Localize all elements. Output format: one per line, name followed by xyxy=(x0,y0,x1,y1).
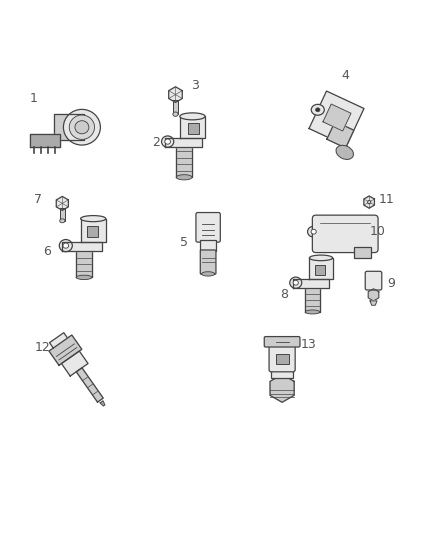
Ellipse shape xyxy=(64,109,100,145)
Ellipse shape xyxy=(75,120,89,134)
Ellipse shape xyxy=(81,215,106,222)
Bar xyxy=(60,208,65,221)
Ellipse shape xyxy=(201,272,215,276)
Polygon shape xyxy=(309,258,332,279)
Polygon shape xyxy=(370,301,377,305)
Ellipse shape xyxy=(180,113,205,120)
Ellipse shape xyxy=(69,115,95,140)
Text: 5: 5 xyxy=(180,236,188,249)
Bar xyxy=(271,370,293,378)
Polygon shape xyxy=(270,375,294,402)
Polygon shape xyxy=(180,116,205,138)
Ellipse shape xyxy=(316,108,320,112)
FancyBboxPatch shape xyxy=(269,344,295,372)
Ellipse shape xyxy=(173,112,178,116)
Polygon shape xyxy=(49,335,82,365)
Ellipse shape xyxy=(336,146,353,159)
FancyBboxPatch shape xyxy=(196,213,220,242)
Ellipse shape xyxy=(290,277,302,288)
Polygon shape xyxy=(305,282,320,312)
Polygon shape xyxy=(81,219,106,241)
Bar xyxy=(315,265,325,275)
Ellipse shape xyxy=(311,229,316,234)
Ellipse shape xyxy=(311,104,324,115)
Bar xyxy=(354,247,371,258)
Ellipse shape xyxy=(307,226,320,237)
Polygon shape xyxy=(49,333,67,348)
Polygon shape xyxy=(57,197,68,211)
Bar xyxy=(200,240,216,251)
Text: 4: 4 xyxy=(341,69,349,82)
Text: 1: 1 xyxy=(30,92,38,106)
Polygon shape xyxy=(61,351,88,376)
FancyBboxPatch shape xyxy=(264,336,300,347)
Polygon shape xyxy=(53,114,84,140)
Polygon shape xyxy=(30,134,60,147)
Polygon shape xyxy=(293,279,329,288)
Bar xyxy=(276,353,289,365)
Bar xyxy=(187,123,198,134)
Ellipse shape xyxy=(60,219,65,223)
Ellipse shape xyxy=(59,239,72,252)
Text: 7: 7 xyxy=(34,192,42,206)
Text: 12: 12 xyxy=(35,341,51,353)
FancyBboxPatch shape xyxy=(200,250,216,274)
Polygon shape xyxy=(309,91,364,146)
Text: 3: 3 xyxy=(191,79,199,92)
Text: 9: 9 xyxy=(387,277,395,290)
Polygon shape xyxy=(100,401,105,406)
Polygon shape xyxy=(177,142,192,177)
FancyBboxPatch shape xyxy=(312,215,378,253)
Ellipse shape xyxy=(63,243,69,248)
Ellipse shape xyxy=(76,275,92,279)
Polygon shape xyxy=(368,289,379,301)
Polygon shape xyxy=(165,138,201,147)
Ellipse shape xyxy=(309,255,332,261)
Ellipse shape xyxy=(293,280,298,285)
Polygon shape xyxy=(76,245,92,277)
Text: 10: 10 xyxy=(370,225,386,238)
Ellipse shape xyxy=(165,139,170,144)
Polygon shape xyxy=(327,122,354,148)
Text: 8: 8 xyxy=(280,288,288,301)
Text: 6: 6 xyxy=(43,245,51,258)
Text: 11: 11 xyxy=(379,193,395,206)
Text: 2: 2 xyxy=(152,136,160,149)
FancyBboxPatch shape xyxy=(365,271,382,290)
Bar xyxy=(87,227,98,237)
Bar xyxy=(173,100,178,114)
Ellipse shape xyxy=(367,200,371,204)
Ellipse shape xyxy=(177,175,192,180)
Polygon shape xyxy=(76,368,103,402)
Polygon shape xyxy=(364,196,374,208)
Ellipse shape xyxy=(162,136,174,147)
Ellipse shape xyxy=(305,310,320,314)
Polygon shape xyxy=(323,104,351,131)
Polygon shape xyxy=(62,241,102,251)
Text: 13: 13 xyxy=(300,338,316,351)
Polygon shape xyxy=(169,87,182,102)
